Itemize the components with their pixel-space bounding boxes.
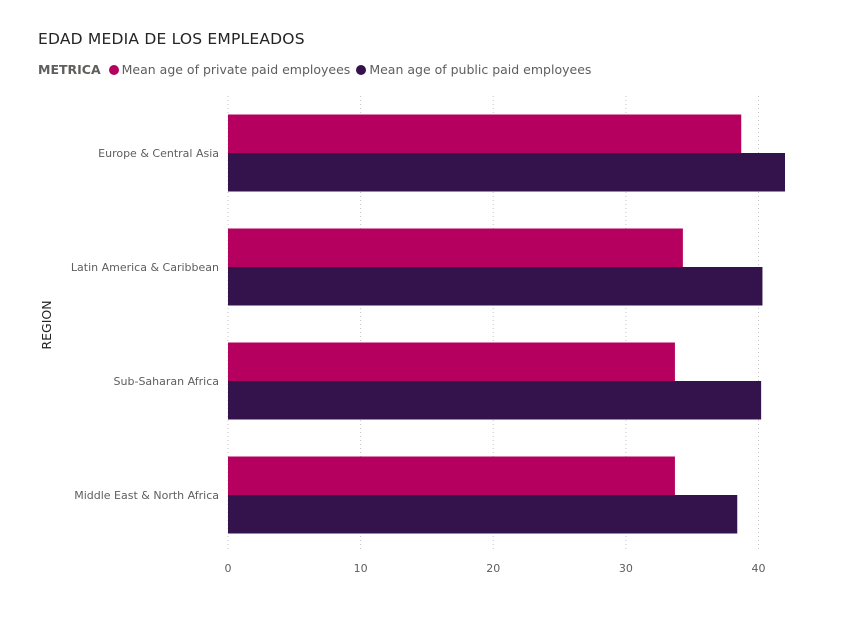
bar-private[interactable] [228,342,675,382]
category-labels: Europe & Central Asia Latin America & Car… [71,147,219,502]
bar-private[interactable] [228,228,683,268]
legend-item-private[interactable]: Mean age of private paid employees [108,62,351,77]
bar-private[interactable] [228,114,742,154]
y-axis-title: REGION [39,300,54,349]
category-label: Middle East & North Africa [74,489,219,502]
category-label: Sub-Saharan Africa [114,375,219,388]
bar-private[interactable] [228,456,675,496]
chart-title: EDAD MEDIA DE LOS EMPLEADOS [38,30,305,48]
legend-label-private: Mean age of private paid employees [121,62,351,77]
category-label: Latin America & Caribbean [71,261,219,274]
legend-item-public[interactable]: Mean age of public paid employees [356,62,591,77]
category-label: Europe & Central Asia [98,147,219,160]
x-tick-label: 0 [225,562,232,575]
x-tick-label: 30 [619,562,633,575]
x-axis-ticks: 0 10 20 30 40 [225,562,766,575]
legend: METRICA Mean age of private paid employe… [38,62,597,77]
legend-label-public: Mean age of public paid employees [369,62,592,77]
x-tick-label: 40 [751,562,765,575]
bar-public[interactable] [228,153,785,192]
x-tick-label: 10 [354,562,368,575]
bar-public[interactable] [228,267,763,306]
legend-marker-private [108,64,119,75]
bars-group [228,114,785,534]
legend-title: METRICA [38,62,101,77]
bar-public[interactable] [228,495,738,534]
x-tick-label: 20 [486,562,500,575]
legend-marker-public [356,64,367,75]
bar-public[interactable] [228,381,762,420]
